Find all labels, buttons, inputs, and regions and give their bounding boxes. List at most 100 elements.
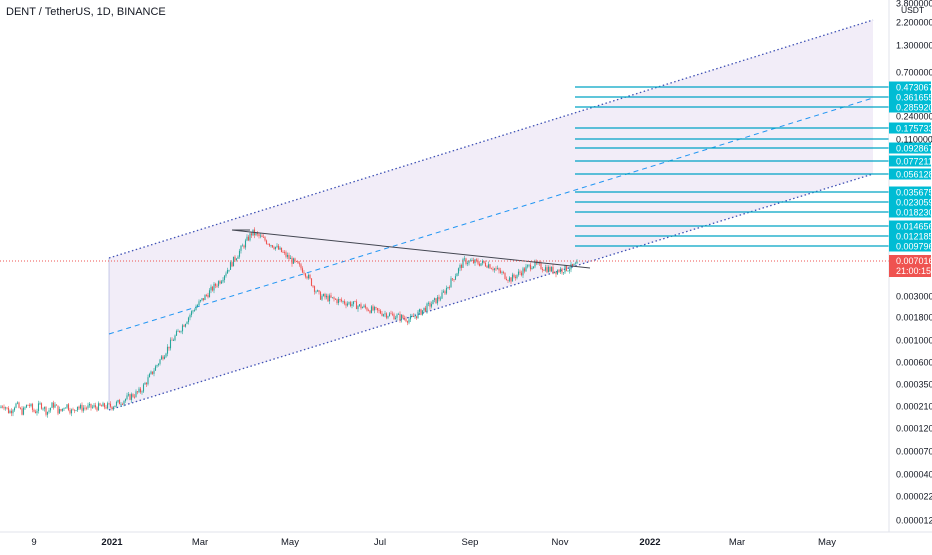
candle-up: [534, 261, 536, 267]
candle-up: [439, 298, 442, 300]
candle-down: [364, 305, 367, 308]
candle-up: [175, 331, 178, 336]
candle-up: [423, 307, 425, 311]
candle-up: [400, 315, 403, 321]
candle-down: [258, 234, 260, 237]
candle-up: [432, 299, 434, 305]
candle-down: [319, 292, 322, 300]
channel-lower-line[interactable]: [108, 173, 874, 411]
candle-up: [244, 240, 247, 248]
candle-down: [256, 232, 259, 235]
candle-down: [565, 265, 568, 271]
candle-up: [141, 391, 143, 393]
candle-up: [16, 402, 19, 404]
candle-down: [109, 403, 112, 407]
candle-up: [511, 274, 514, 282]
candle-down: [381, 313, 383, 316]
candle-up: [526, 265, 529, 267]
candle-up: [102, 403, 104, 407]
candle-up: [517, 271, 520, 275]
candle-up: [0, 406, 2, 409]
candle-up: [550, 266, 553, 272]
candle-up: [186, 322, 188, 325]
candle-down: [444, 291, 446, 294]
candle-down: [385, 313, 388, 318]
candle-down: [330, 295, 332, 298]
candle-down: [486, 266, 488, 268]
candle-up: [226, 270, 229, 274]
candle-down: [495, 268, 497, 270]
candle-up: [246, 236, 248, 241]
candle-up: [493, 268, 496, 270]
chart-title: DENT / TetherUS, 1D, BINANCE: [6, 6, 166, 18]
candle-down: [118, 399, 121, 405]
price-tick-label: 0.000600: [896, 358, 932, 368]
current-price-badge: [889, 255, 931, 277]
candle-down: [69, 410, 71, 414]
target-level-label-bg: [889, 81, 931, 93]
candle-down: [78, 406, 80, 409]
candle-up: [237, 256, 239, 259]
target-level-label-bg: [889, 101, 931, 113]
candle-up: [30, 404, 32, 407]
candle-up: [289, 257, 292, 259]
candle-down: [345, 303, 347, 306]
candle-down: [267, 243, 269, 245]
descending-trendline[interactable]: [231, 229, 591, 269]
target-level-label: 0.035675: [896, 188, 932, 198]
candle-up: [241, 245, 244, 247]
candle-up: [570, 263, 572, 270]
candle-down: [60, 409, 62, 411]
candle-down: [378, 310, 380, 311]
time-axis[interactable]: 9 2021 Mar May Jul Sep Nov 2022 Mar May: [31, 537, 836, 548]
candle-down: [529, 264, 532, 270]
channel-mid-line[interactable]: [108, 97, 874, 335]
candle-down: [96, 407, 98, 411]
candle-up: [351, 304, 353, 307]
candle-down: [300, 264, 302, 269]
candle-up: [487, 264, 490, 268]
candle-down: [571, 263, 574, 266]
candle-up: [174, 335, 176, 341]
candle-down: [247, 236, 250, 241]
candle-down: [406, 321, 409, 323]
candle-up: [469, 260, 472, 262]
candle-up: [457, 268, 460, 274]
candle-down: [523, 268, 526, 272]
candle-down: [85, 407, 88, 409]
candle-down: [168, 346, 170, 349]
candle-up: [414, 316, 416, 318]
candle-up: [567, 270, 569, 272]
candle-down: [372, 306, 374, 311]
candle-up: [196, 305, 199, 307]
price-tick-label: 2.200000: [896, 18, 932, 28]
candle-down: [285, 252, 287, 257]
candle-down: [132, 394, 134, 397]
candle-up: [325, 295, 328, 298]
candle-up: [238, 250, 241, 257]
candle-up: [106, 403, 109, 409]
candle-up: [427, 302, 430, 304]
candle-up: [42, 408, 44, 410]
candle-up: [361, 307, 364, 309]
channel-upper-line[interactable]: [108, 19, 874, 259]
candle-down: [261, 235, 263, 238]
candle-up: [322, 293, 325, 297]
candle-down: [336, 299, 338, 304]
price-tick-label: 3.800000: [896, 0, 932, 9]
candle-down: [72, 409, 74, 411]
candle-down: [402, 315, 404, 319]
target-level-label: 0.110000: [896, 135, 932, 145]
price-tick-label: 0.240000: [896, 112, 932, 122]
candle-up: [64, 407, 67, 409]
candle-up: [441, 292, 443, 299]
candle-up: [25, 404, 28, 408]
candle-down: [211, 286, 214, 291]
candle-up: [217, 281, 220, 287]
target-level-label-bg: [889, 155, 931, 167]
candle-down: [405, 318, 407, 322]
candle-up: [531, 268, 533, 270]
candle-down: [429, 302, 431, 307]
candle-down: [490, 268, 493, 270]
